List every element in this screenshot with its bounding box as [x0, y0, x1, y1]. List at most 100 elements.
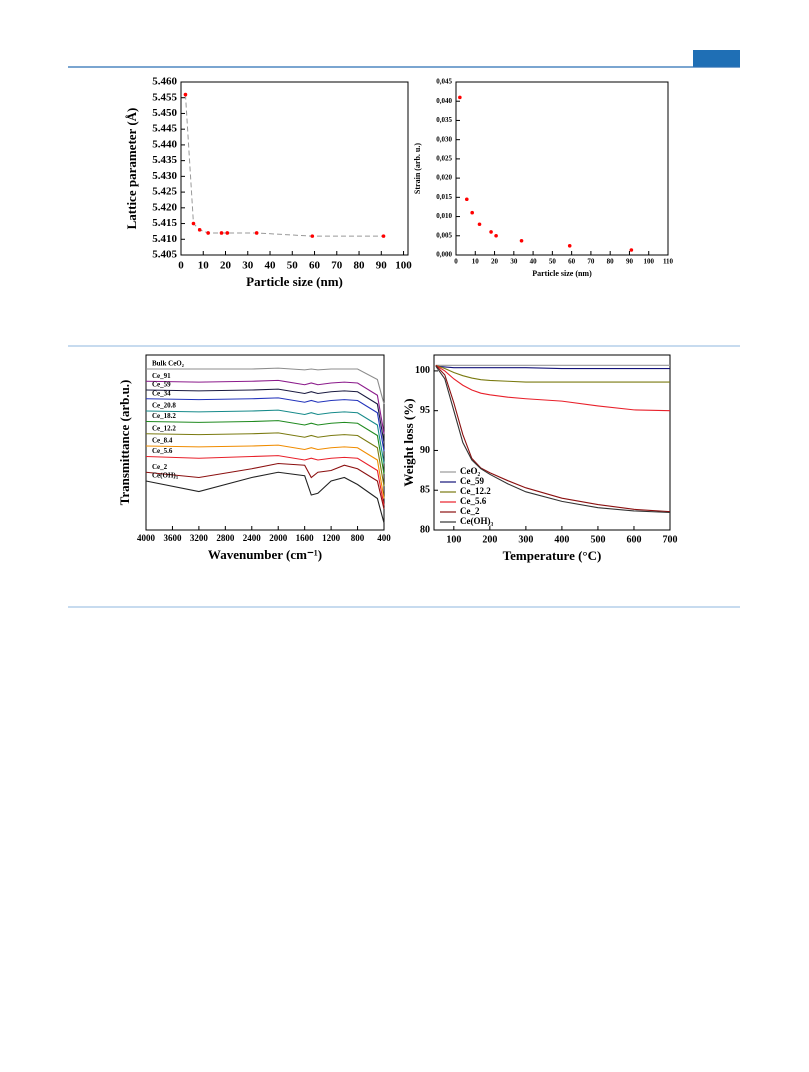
y-tick-label: 0,020	[436, 174, 452, 182]
series-line	[145, 420, 385, 475]
plot-frame	[433, 354, 671, 531]
x-tick-label: 700	[663, 534, 678, 545]
x-tick-label: 0	[178, 260, 184, 272]
y-tick-label: 90	[420, 445, 430, 456]
curve-label: Ce_18.2	[152, 412, 176, 420]
y-tick-label: 0,000	[436, 251, 452, 259]
y-tick-label: 0,035	[436, 116, 452, 124]
y-axis-title: Weight loss (%)	[401, 398, 416, 486]
x-tick-label: 300	[518, 534, 533, 545]
series-line	[145, 397, 385, 452]
x-tick-label: 100	[643, 258, 654, 266]
series-line	[145, 388, 385, 443]
x-tick-label: 0	[454, 258, 458, 266]
x-tick-label: 60	[568, 258, 576, 266]
series-line	[435, 364, 671, 513]
x-tick-label: 500	[590, 534, 605, 545]
x-axis-title: Particle size (nm)	[532, 269, 592, 278]
series-line	[435, 365, 670, 370]
x-tick-label: 10	[198, 260, 210, 272]
x-tick-label: 30	[510, 258, 518, 266]
y-axis-title: Lattice parameter (Å)	[124, 108, 139, 230]
x-tick-label: 600	[626, 534, 641, 545]
y-tick-label: 0,030	[436, 135, 452, 143]
series-line	[435, 365, 671, 514]
x-tick-label: 70	[587, 258, 595, 266]
trend-line	[184, 94, 384, 237]
curve-label: Ce_59	[152, 381, 171, 389]
data-point	[494, 233, 498, 238]
x-tick-label: 400	[554, 534, 569, 545]
series-line	[145, 444, 385, 499]
y-tick-label: 5.450	[152, 107, 177, 119]
x-tick-label: 4000	[137, 533, 156, 543]
legend-label: CeO₂	[460, 466, 480, 476]
data-point	[464, 197, 469, 202]
y-tick-label: 5.405	[152, 249, 177, 261]
y-tick-label: 5.425	[152, 186, 177, 198]
x-axis-title: Temperature (°C)	[503, 548, 602, 563]
y-tick-label: 5.460	[152, 76, 177, 88]
curve-label: Ce_8.4	[152, 437, 173, 445]
data-point	[206, 231, 210, 235]
x-tick-label: 2000	[269, 533, 288, 543]
x-tick-label: 10	[472, 258, 480, 266]
x-tick-label: 100	[395, 260, 412, 272]
data-point	[629, 248, 634, 252]
y-tick-label: 80	[420, 524, 430, 535]
plot-frame	[180, 81, 409, 256]
series-line	[145, 455, 385, 506]
x-tick-label: 50	[549, 258, 557, 266]
series-line	[146, 367, 385, 405]
y-axis-title: Strain (arb. u.)	[413, 143, 422, 194]
x-tick-label: 100	[446, 534, 461, 545]
data-point	[191, 221, 196, 226]
data-point	[225, 231, 230, 235]
series-line	[145, 471, 385, 524]
data-point	[567, 243, 572, 248]
series-line	[145, 432, 385, 487]
x-tick-label: 2400	[243, 533, 262, 543]
x-tick-label: 40	[530, 258, 538, 266]
x-tick-label: 110	[663, 258, 674, 266]
data-point	[477, 222, 482, 227]
series-line	[435, 364, 671, 412]
x-tick-label: 80	[607, 258, 615, 266]
y-tick-label: 0,010	[436, 212, 452, 220]
x-tick-label: 800	[351, 533, 365, 543]
y-tick-label: 5.430	[152, 170, 177, 182]
x-tick-label: 80	[354, 260, 366, 272]
curve-label: Ce_12.2	[152, 424, 176, 432]
data-point	[197, 228, 202, 232]
y-tick-label: 5.410	[152, 233, 177, 245]
data-point	[458, 95, 462, 100]
series-line	[145, 409, 385, 464]
x-tick-label: 90	[376, 260, 388, 272]
x-tick-label: 30	[242, 260, 254, 272]
y-axis-title: Transmittance (arb.u.)	[117, 380, 132, 506]
x-axis-title: Wavenumber (cm⁻¹)	[208, 547, 322, 562]
x-tick-label: 1600	[296, 533, 315, 543]
x-tick-label: 90	[626, 258, 634, 266]
curve-label: Bulk CeO₂	[152, 360, 184, 368]
x-axis-title: Particle size (nm)	[246, 274, 343, 289]
y-tick-label: 5.435	[152, 154, 177, 166]
data-point	[381, 234, 386, 238]
x-tick-label: 3600	[163, 533, 182, 543]
legend-label: Ce_59	[460, 476, 484, 486]
legend-label: Ce_5.6	[460, 496, 487, 506]
header-tab	[693, 50, 740, 67]
y-tick-label: 100	[415, 365, 430, 376]
series-line	[435, 364, 670, 383]
x-tick-label: 200	[482, 534, 497, 545]
legend-label: Ce_2	[460, 506, 480, 516]
y-tick-label: 0,040	[436, 97, 452, 105]
y-tick-label: 0,045	[436, 78, 452, 86]
curve-label: Ce_20.8	[152, 402, 176, 410]
x-tick-label: 60	[309, 260, 321, 272]
legend-label: Ce(OH)₃	[460, 516, 493, 526]
series-line	[145, 379, 385, 434]
y-tick-label: 85	[420, 485, 430, 496]
y-tick-label: 5.415	[152, 217, 177, 229]
